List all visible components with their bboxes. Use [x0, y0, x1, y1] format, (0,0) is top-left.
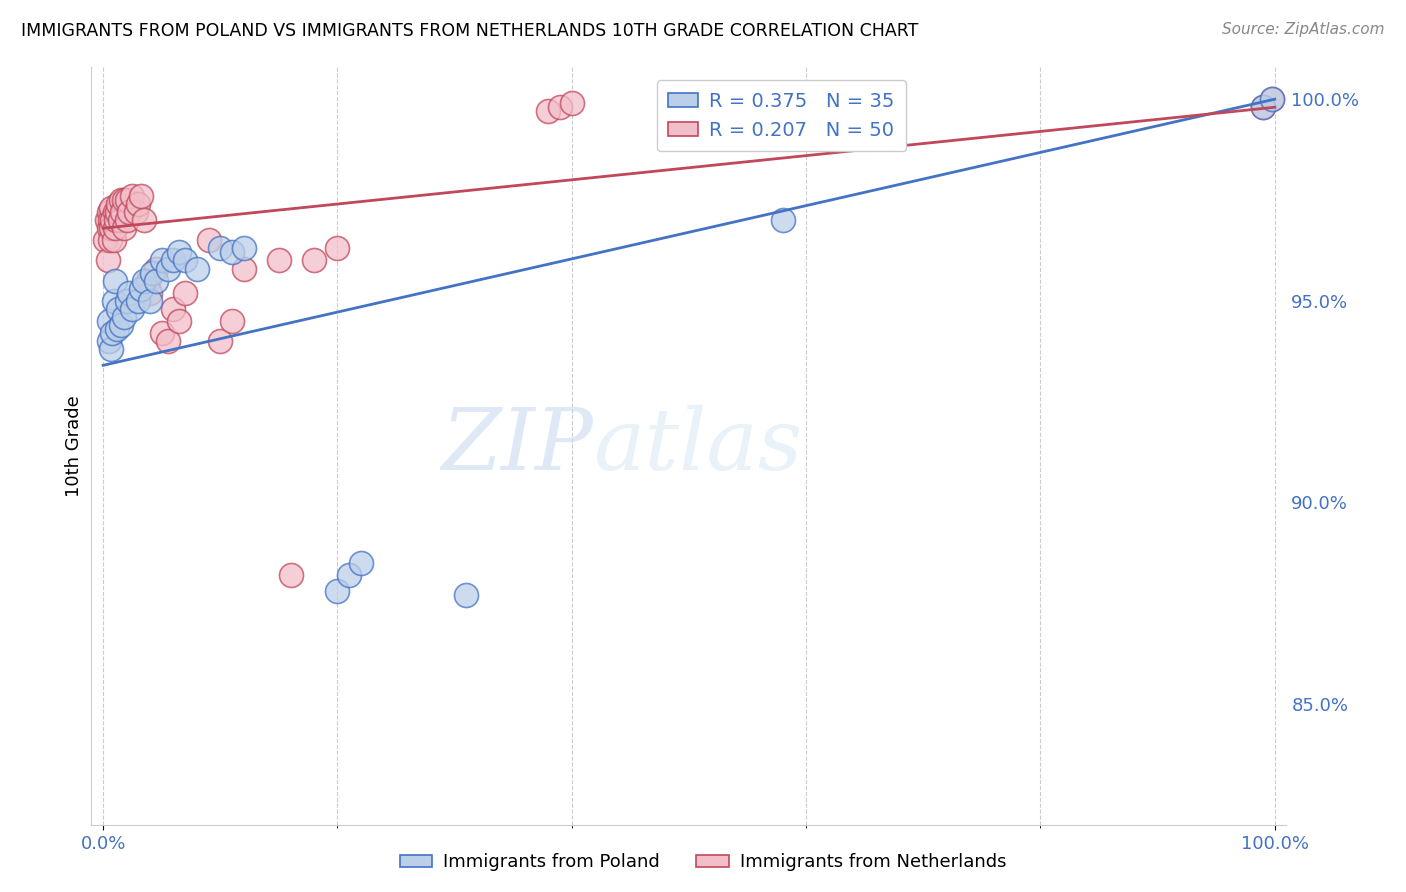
Point	[121, 301, 143, 316]
Text: ZIP: ZIP	[441, 405, 593, 487]
Point	[118, 285, 141, 300]
Legend: Immigrants from Poland, Immigrants from Netherlands: Immigrants from Poland, Immigrants from …	[392, 847, 1014, 879]
Point	[350, 556, 373, 570]
Point	[107, 197, 129, 211]
Point	[1261, 92, 1284, 106]
Point	[127, 197, 149, 211]
Point	[112, 310, 135, 324]
Point	[100, 201, 122, 215]
Point	[104, 205, 127, 219]
Point	[537, 104, 560, 119]
Point	[145, 261, 167, 276]
Point	[561, 96, 583, 111]
Point	[105, 205, 128, 219]
Point	[186, 261, 208, 276]
Point	[105, 322, 128, 336]
Point	[100, 342, 122, 356]
Point	[105, 213, 127, 227]
Point	[337, 568, 360, 582]
Point	[456, 588, 478, 602]
Point	[772, 213, 794, 227]
Point	[209, 241, 232, 255]
Point	[97, 253, 120, 268]
Point	[139, 293, 162, 308]
Point	[94, 233, 117, 247]
Point	[302, 253, 325, 268]
Point	[103, 293, 125, 308]
Point	[174, 253, 197, 268]
Point	[132, 213, 156, 227]
Point	[115, 213, 138, 227]
Point	[118, 205, 141, 219]
Point	[169, 245, 191, 260]
Point	[111, 205, 134, 219]
Point	[107, 301, 129, 316]
Point	[98, 334, 120, 348]
Point	[145, 274, 167, 288]
Point	[101, 326, 124, 340]
Text: Source: ZipAtlas.com: Source: ZipAtlas.com	[1222, 22, 1385, 37]
Point	[267, 253, 290, 268]
Point	[101, 213, 124, 227]
Point	[232, 261, 254, 276]
Point	[125, 205, 148, 219]
Point	[136, 274, 159, 288]
Text: IMMIGRANTS FROM POLAND VS IMMIGRANTS FROM NETHERLANDS 10TH GRADE CORRELATION CHA: IMMIGRANTS FROM POLAND VS IMMIGRANTS FRO…	[21, 22, 918, 40]
Legend: R = 0.375   N = 35, R = 0.207   N = 50: R = 0.375 N = 35, R = 0.207 N = 50	[657, 80, 907, 152]
Point	[98, 213, 121, 227]
Point	[1251, 100, 1274, 114]
Point	[232, 241, 254, 255]
Point	[110, 318, 132, 332]
Point	[141, 266, 163, 280]
Point	[169, 314, 191, 328]
Text: atlas: atlas	[593, 405, 803, 487]
Point	[326, 584, 349, 599]
Point	[98, 314, 120, 328]
Point	[162, 301, 184, 316]
Point	[100, 221, 122, 235]
Point	[112, 193, 135, 207]
Point	[129, 282, 152, 296]
Point	[221, 314, 243, 328]
Point	[129, 189, 152, 203]
Point	[174, 285, 197, 300]
Point	[139, 285, 162, 300]
Point	[132, 274, 156, 288]
Point	[98, 205, 120, 219]
Point	[156, 261, 179, 276]
Point	[112, 221, 135, 235]
Y-axis label: 10th Grade: 10th Grade	[65, 395, 83, 497]
Point	[197, 233, 219, 247]
Point	[280, 568, 302, 582]
Point	[221, 245, 243, 260]
Point	[121, 189, 143, 203]
Point	[115, 293, 138, 308]
Point	[326, 241, 349, 255]
Point	[548, 100, 571, 114]
Point	[103, 233, 125, 247]
Point	[98, 233, 121, 247]
Point	[150, 253, 173, 268]
Point	[104, 221, 127, 235]
Point	[108, 213, 131, 227]
Point	[104, 274, 127, 288]
Point	[98, 221, 120, 235]
Point	[1261, 92, 1284, 106]
Point	[1251, 100, 1274, 114]
Point	[96, 213, 118, 227]
Point	[127, 293, 149, 308]
Point	[209, 334, 232, 348]
Point	[156, 334, 179, 348]
Point	[110, 193, 132, 207]
Point	[115, 193, 138, 207]
Point	[162, 253, 184, 268]
Point	[150, 326, 173, 340]
